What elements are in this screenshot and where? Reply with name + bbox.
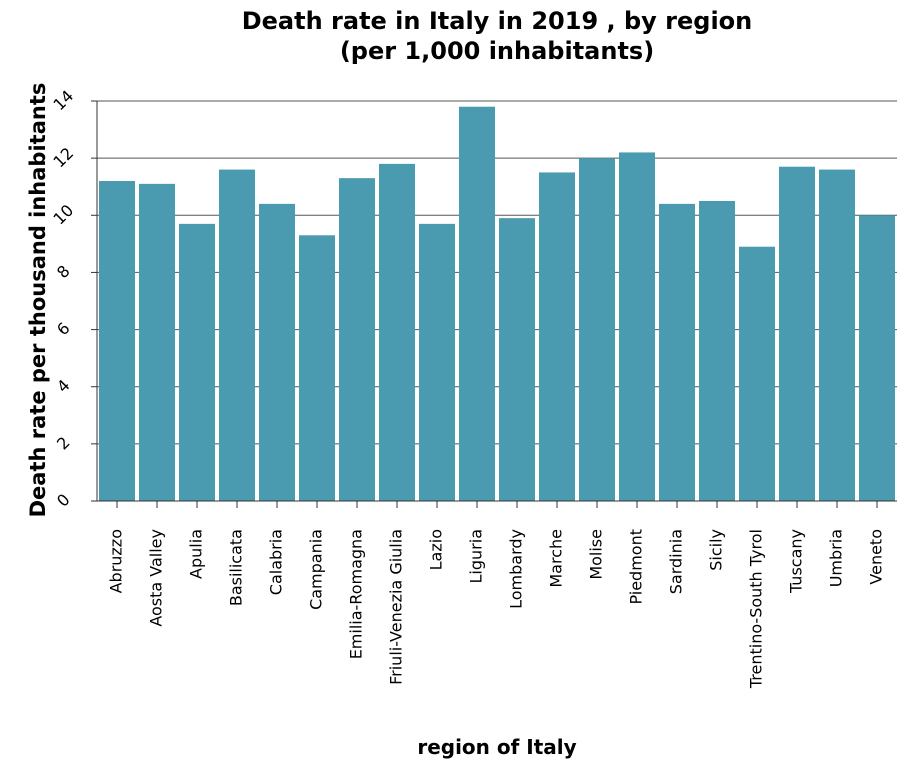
bar: [459, 106, 495, 501]
x-tick-label: Liguria: [467, 529, 486, 583]
x-tick-label: Campania: [307, 529, 326, 610]
y-tick-labels: 0 2 4 6 8 10 12 14: [49, 86, 77, 510]
y-tick-label: 0: [53, 490, 74, 511]
x-tick-label: Basilicata: [227, 529, 246, 606]
x-tick-label: Friuli-Venezia Giulia: [387, 529, 406, 685]
y-tick-label: 4: [53, 376, 74, 397]
bar: [779, 166, 815, 501]
grid-lines: [97, 100, 897, 502]
bar: [819, 169, 855, 502]
x-tick-label: Piedmont: [627, 529, 646, 605]
y-tick-label: 2: [53, 433, 74, 454]
x-tick-label: Lazio: [427, 529, 446, 570]
bar: [139, 183, 175, 501]
bar: [99, 181, 135, 501]
bar: [339, 178, 375, 501]
bar: [499, 218, 535, 501]
chart-title-line-1: Death rate in Italy in 2019 , by region: [241, 7, 753, 35]
x-tick-label: Sicily: [707, 529, 726, 571]
bar: [579, 158, 615, 501]
y-tick-label: 6: [53, 319, 74, 340]
bars: [99, 106, 895, 502]
x-tick-label: Tuscany: [787, 529, 806, 594]
x-tick-label: Abruzzo: [107, 529, 126, 593]
bar: [299, 235, 335, 502]
x-tick-label: Apulia: [187, 529, 206, 579]
bar: [659, 203, 695, 501]
bar: [539, 172, 575, 501]
bar: [419, 223, 455, 501]
x-tick-label: Calabria: [267, 529, 286, 595]
x-axis-label: region of Italy: [417, 735, 577, 759]
x-tick-label: Lombardy: [507, 529, 526, 609]
x-tick-label: Marche: [547, 529, 566, 588]
x-tick-label: Umbria: [827, 529, 846, 587]
bar: [219, 169, 255, 502]
y-tick-label: 14: [49, 86, 77, 114]
bar: [699, 201, 735, 501]
y-tick-label: 10: [49, 201, 77, 229]
bar: [259, 203, 295, 501]
chart-title-line-2: (per 1,000 inhabitants): [339, 37, 655, 65]
bar: [379, 163, 415, 501]
x-tick-label: Sardinia: [667, 529, 686, 594]
x-tick-labels: Abruzzo Aosta Valley Apulia Basilicata Calab…: [107, 529, 886, 689]
x-tick-label: Emilia-Romagna: [347, 529, 366, 659]
x-tick-label: Molise: [587, 529, 606, 580]
axes: [91, 100, 897, 508]
x-tick-label: Trentino-South Tyrol: [747, 529, 766, 689]
y-tick-label: 12: [49, 144, 77, 172]
bar: [859, 215, 895, 502]
chart-title: Death rate in Italy in 2019 , by region …: [40, 6, 906, 66]
bar: [739, 246, 775, 501]
x-tick-label: Veneto: [867, 529, 886, 585]
x-tick-label: Aosta Valley: [147, 529, 166, 627]
y-tick-label: 8: [53, 261, 74, 282]
bar: [179, 223, 215, 501]
bar: [619, 152, 655, 501]
